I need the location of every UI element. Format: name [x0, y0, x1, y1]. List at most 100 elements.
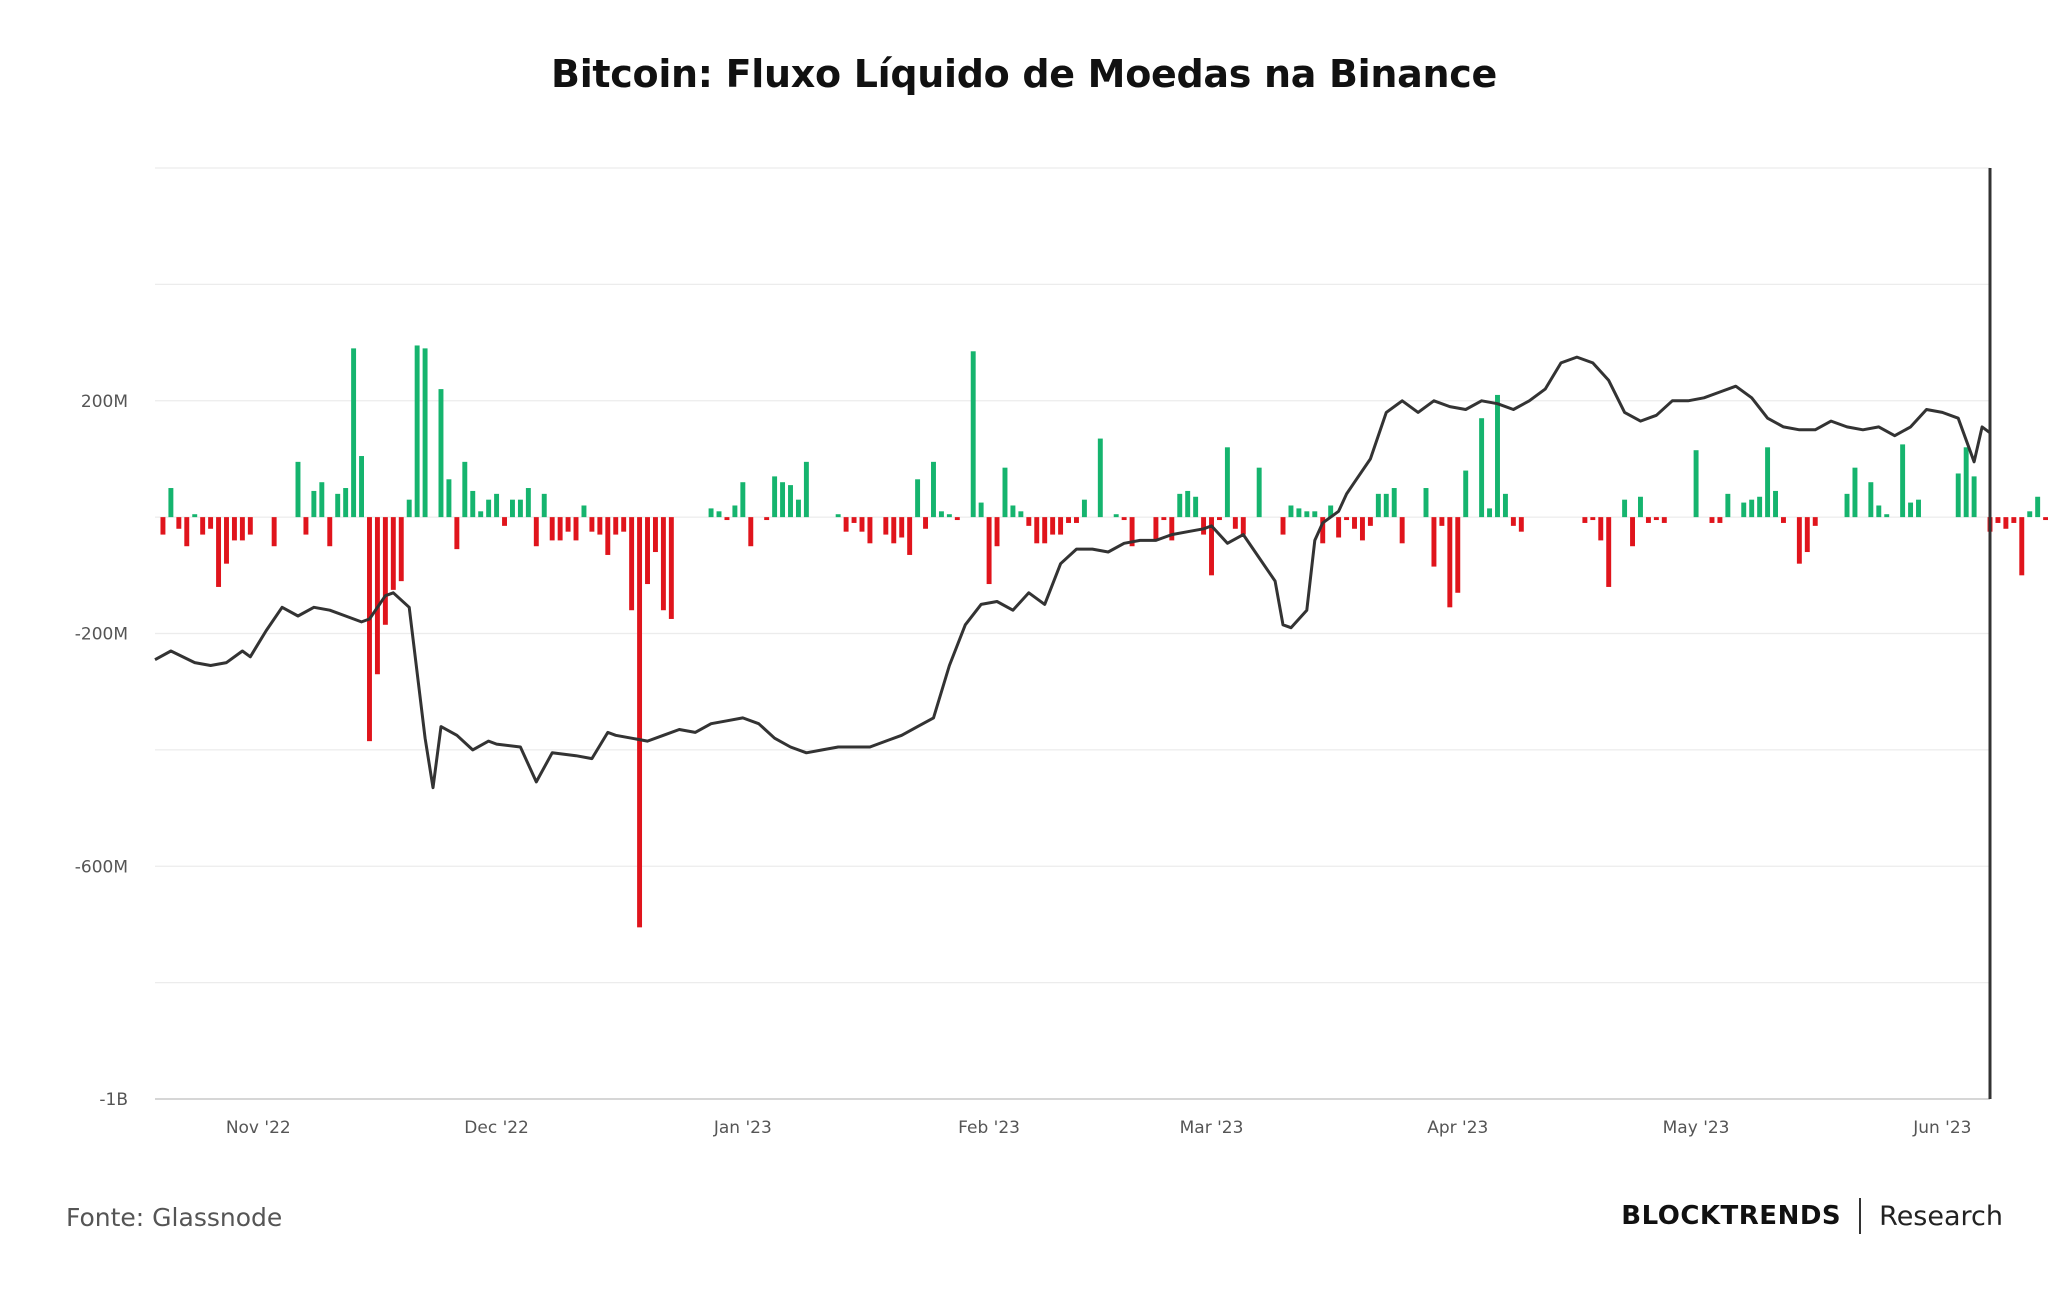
outflow-bar	[899, 517, 905, 538]
inflow-bar	[510, 499, 515, 518]
outflow-bar	[303, 517, 309, 535]
y-tick-label: -200M	[75, 625, 128, 645]
inflow-bar	[1185, 490, 1191, 518]
outflow-bar	[1661, 517, 1667, 523]
inflow-bar	[2027, 511, 2033, 518]
outflow-bar	[1042, 517, 1048, 544]
x-tick-label: Mar '23	[1180, 1118, 1244, 1138]
inflow-bar	[772, 476, 778, 518]
outflow-bar	[1352, 517, 1357, 529]
outflow-bar	[645, 517, 650, 585]
outflow-bar	[271, 517, 277, 547]
inflow-bar	[732, 505, 738, 518]
inflow-bar	[1765, 447, 1771, 518]
outflow-bar	[1606, 517, 1612, 587]
outflow-bar	[1510, 517, 1516, 526]
outflow-bar	[1431, 517, 1437, 567]
outflow-bar	[1153, 517, 1159, 541]
outflow-bar	[1518, 517, 1524, 532]
inflow-bar	[1963, 447, 1969, 518]
brand-name: BLOCKTRENDS	[1621, 1201, 1842, 1231]
outflow-bar	[1439, 517, 1445, 526]
outflow-bar	[637, 517, 643, 928]
outflow-bar	[1074, 517, 1079, 523]
outflow-bar	[565, 517, 571, 532]
outflow-bar	[1709, 517, 1715, 523]
outflow-bar	[724, 517, 730, 521]
inflow-bar	[1693, 450, 1699, 518]
outflow-bar	[2011, 517, 2017, 523]
inflow-bar	[517, 499, 523, 518]
inflow-bar	[494, 493, 500, 518]
outflow-bar	[1280, 517, 1286, 535]
outflow-bar	[1217, 517, 1222, 521]
outflow-bar	[327, 517, 333, 547]
inflow-bar	[406, 499, 412, 518]
inflow-bar	[319, 482, 325, 518]
outflow-bar	[247, 517, 253, 535]
inflow-bar	[541, 493, 547, 518]
btc-price-line	[154, 355, 1991, 790]
outflow-bar	[454, 517, 460, 550]
outflow-bar	[1804, 517, 1810, 553]
outflow-bar	[1050, 517, 1056, 535]
outflow-bar	[621, 517, 627, 532]
inflow-bar	[192, 514, 198, 518]
inflow-bar	[525, 488, 531, 518]
outflow-bar	[2019, 517, 2025, 576]
x-tick-label: Feb '23	[958, 1118, 1020, 1138]
outflow-bar	[200, 517, 206, 535]
outflow-bar	[867, 517, 873, 544]
inflow-bar	[1725, 493, 1731, 518]
inflow-bar	[1749, 499, 1755, 518]
outflow-bar	[843, 517, 849, 532]
inflow-bar	[938, 511, 944, 518]
inflow-bar	[422, 348, 428, 518]
inflow-bar	[835, 514, 841, 518]
source-label: Fonte: Glassnode	[66, 1203, 283, 1232]
outflow-bar	[382, 517, 388, 625]
inflow-bar	[1423, 488, 1429, 518]
inflow-bar	[446, 479, 452, 518]
outflow-bar	[2043, 517, 2048, 521]
inflow-bar	[343, 488, 349, 518]
outflow-bar	[1161, 517, 1167, 521]
inflow-bar	[788, 485, 793, 518]
inflow-bar	[1852, 467, 1858, 518]
outflow-bar	[851, 517, 857, 523]
outflow-bar	[1169, 517, 1175, 541]
inflow-bar	[740, 482, 746, 518]
outflow-bar	[597, 517, 603, 535]
outflow-bar	[923, 517, 929, 529]
outflow-bar	[1058, 517, 1064, 535]
x-axis-labels: Nov '22 Dec '22 Jan '23 Feb '23 Mar '23 Apr '…	[226, 1118, 1972, 1138]
outflow-bar	[239, 517, 245, 541]
inflow-bar	[414, 345, 420, 518]
inflow-bar	[1375, 493, 1381, 518]
inflow-bar	[1479, 418, 1485, 518]
price-line	[154, 355, 1991, 790]
inflow-bar	[1304, 511, 1310, 518]
outflow-bar	[907, 517, 913, 555]
outflow-bar	[1034, 517, 1040, 544]
inflow-bar	[1193, 496, 1199, 518]
inflow-bar	[1010, 505, 1016, 518]
inflow-bar	[946, 514, 952, 518]
inflow-bar	[1296, 508, 1302, 518]
outflow-bar	[1129, 517, 1135, 547]
inflow-bar	[462, 461, 468, 518]
inflow-bar	[1502, 493, 1508, 518]
outflow-bar	[1796, 517, 1802, 564]
outflow-bar	[1995, 517, 2001, 523]
outflow-bar	[549, 517, 555, 541]
chart-title: Bitcoin: Fluxo Líquido de Moedas na Bina…	[551, 52, 1497, 96]
outflow-bar	[1320, 517, 1326, 544]
outflow-bar	[1590, 517, 1596, 521]
outflow-bar	[1240, 517, 1246, 535]
outflow-bar	[629, 517, 635, 611]
inflow-bar	[1741, 502, 1747, 518]
inflow-bar	[1757, 496, 1763, 518]
outflow-bar	[1717, 517, 1723, 523]
inflow-bar	[915, 479, 921, 518]
